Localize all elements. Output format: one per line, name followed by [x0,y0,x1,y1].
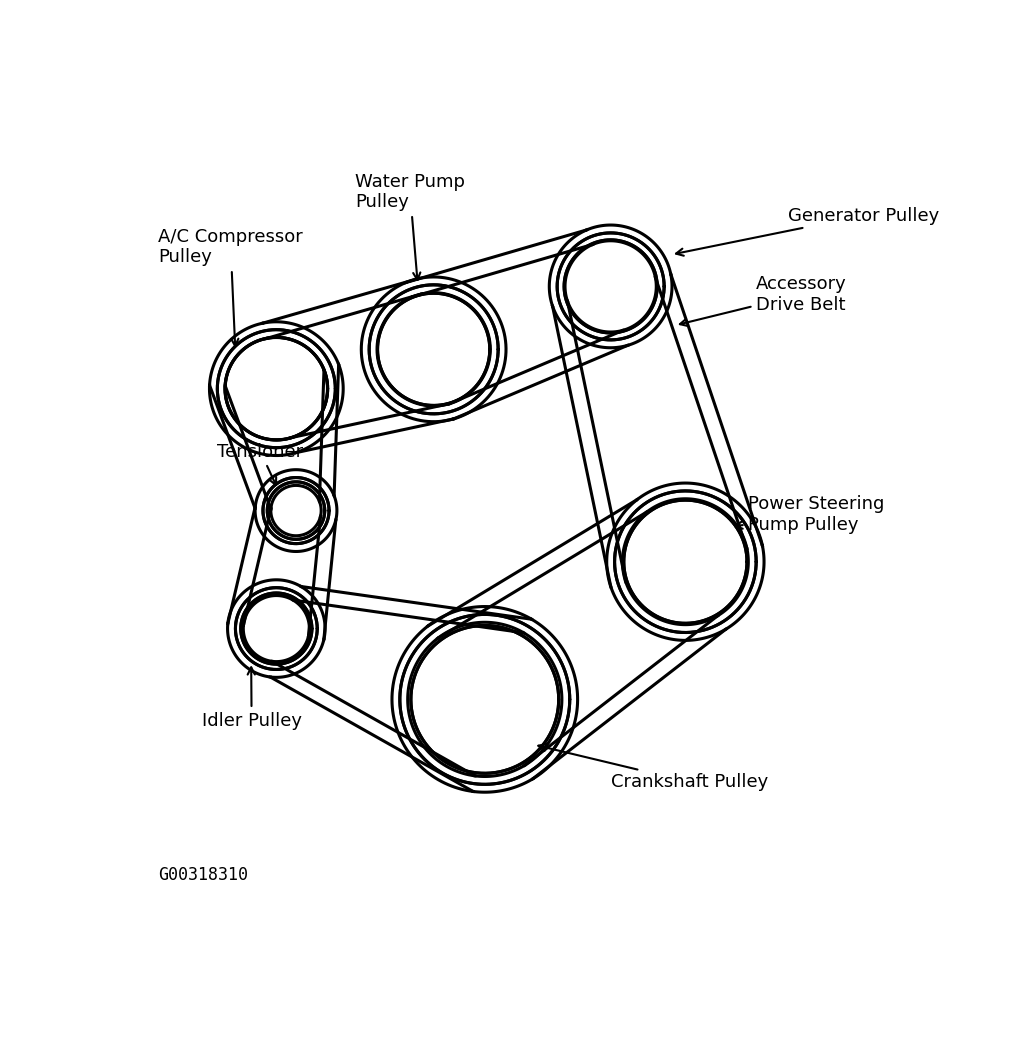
Text: Generator Pulley: Generator Pulley [676,207,939,256]
Text: A/C Compressor
Pulley: A/C Compressor Pulley [158,228,303,346]
Text: G00318310: G00318310 [158,866,249,884]
Text: Crankshaft Pulley: Crankshaft Pulley [538,743,768,791]
Text: Water Pump
Pulley: Water Pump Pulley [355,172,465,280]
Text: Power Steering
Pump Pulley: Power Steering Pump Pulley [735,496,885,533]
Text: Accessory
Drive Belt: Accessory Drive Belt [680,275,847,326]
Text: Idler Pulley: Idler Pulley [202,668,301,730]
Text: Tensioner: Tensioner [217,443,303,485]
